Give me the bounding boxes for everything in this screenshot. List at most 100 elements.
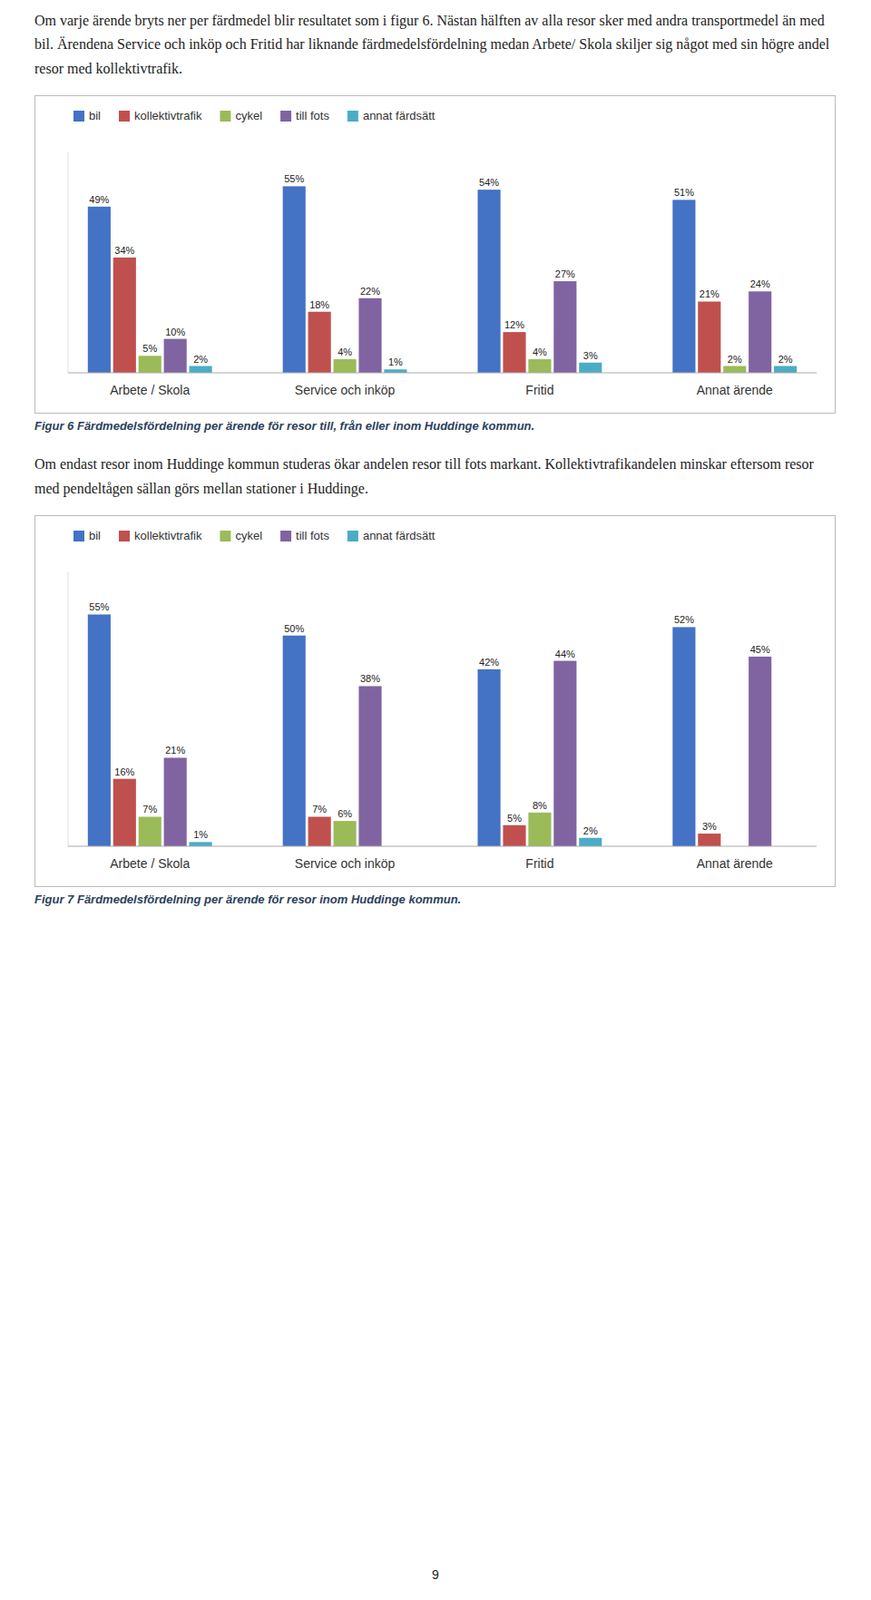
y-axis-line — [68, 572, 69, 847]
legend-label: annat färdsätt — [362, 108, 436, 123]
data-label: 18% — [309, 299, 330, 311]
bar — [88, 614, 111, 847]
data-label: 4% — [337, 346, 353, 358]
legend-swatch — [280, 110, 292, 122]
x-axis-line — [68, 372, 817, 374]
bar — [748, 291, 772, 373]
legend-swatch — [219, 530, 231, 542]
chart-box: bilkollektivtrafikcykeltill fotsannat fä… — [34, 515, 836, 888]
data-label: 16% — [114, 766, 135, 778]
legend-label: bil — [88, 528, 101, 543]
data-label: 10% — [165, 326, 186, 338]
legend-label: till fots — [295, 108, 330, 123]
bars — [88, 186, 797, 374]
x-tick-labels: Arbete / SkolaService och inköpFritidAnn… — [109, 856, 774, 871]
bar — [773, 366, 797, 373]
data-label: 51% — [674, 187, 695, 199]
x-tick-label: Annat ärende — [696, 856, 774, 871]
body-text: Om endast resor inom Huddinge kommun stu… — [34, 452, 836, 501]
data-label: 45% — [750, 644, 771, 656]
data-label: 7% — [142, 803, 157, 815]
bar — [283, 636, 306, 847]
bar — [748, 656, 772, 847]
data-label: 44% — [555, 648, 576, 660]
data-label: 3% — [583, 350, 598, 362]
legend-swatch — [118, 530, 130, 542]
data-label: 21% — [699, 289, 720, 301]
chart-box: bilkollektivtrafikcykeltill fotsannat fä… — [34, 95, 836, 414]
body-text: Om varje ärende bryts ner per färdmedel … — [34, 9, 836, 81]
data-label: 22% — [360, 285, 381, 297]
bar — [528, 359, 551, 373]
legend-swatch — [219, 110, 231, 122]
data-label: 2% — [583, 825, 598, 837]
bar — [189, 841, 213, 847]
data-label: 21% — [165, 744, 186, 756]
data-label: 5% — [142, 342, 157, 354]
data-label: 1% — [388, 356, 403, 368]
x-tick-label: Service och inköp — [294, 382, 396, 398]
bar — [477, 189, 500, 373]
page-number: 9 — [0, 1567, 871, 1583]
legend-swatch — [347, 110, 359, 122]
bar — [283, 186, 306, 374]
data-label: 7% — [312, 803, 327, 815]
data-label: 8% — [532, 800, 548, 812]
data-label: 12% — [504, 319, 525, 331]
bar — [308, 816, 332, 847]
chart: bilkollektivtrafikcykeltill fotsannat fä… — [35, 96, 835, 413]
bar — [189, 366, 213, 373]
data-label: 3% — [702, 821, 717, 832]
bar — [697, 833, 721, 847]
legend: bilkollektivtrafikcykeltill fotsannat fä… — [73, 528, 436, 543]
bar — [113, 257, 137, 373]
bar — [113, 779, 137, 847]
legend-swatch — [347, 530, 359, 542]
data-label: 5% — [507, 812, 522, 824]
data-label: 54% — [479, 176, 500, 188]
legend-swatch — [73, 110, 85, 122]
data-label: 2% — [778, 353, 793, 365]
bar — [333, 359, 357, 373]
caption: Figur 7 Färdmedelsfördelning per ärende … — [34, 892, 836, 907]
legend-label: cykel — [234, 108, 263, 123]
data-label: 52% — [674, 614, 695, 626]
data-labels: 49%55%54%51%34%18%12%21%5%4%4%2%10%22%27… — [88, 174, 793, 369]
bar — [578, 838, 602, 847]
bar — [358, 685, 382, 847]
bar — [553, 281, 577, 373]
page: Om varje ärende bryts ner per färdmedel … — [34, 9, 836, 927]
bars — [88, 614, 772, 847]
x-tick-label: Service och inköp — [294, 856, 396, 871]
legend-label: kollektivtrafik — [134, 528, 203, 543]
bar — [723, 366, 746, 373]
legend-swatch — [73, 530, 85, 542]
data-label: 24% — [750, 278, 771, 290]
data-label: 55% — [283, 174, 304, 186]
bar — [477, 669, 500, 847]
x-tick-label: Arbete / Skola — [109, 856, 190, 871]
x-tick-labels: Arbete / SkolaService och inköpFritidAnn… — [109, 382, 774, 398]
bar — [88, 206, 111, 373]
bar — [528, 812, 551, 847]
x-tick-label: Fritid — [525, 382, 554, 398]
bar — [502, 825, 526, 847]
chart: bilkollektivtrafikcykeltill fotsannat fä… — [35, 516, 835, 887]
bar — [578, 362, 602, 373]
y-axis-line — [68, 152, 69, 373]
data-label: 34% — [114, 244, 135, 256]
data-label: 6% — [337, 808, 353, 820]
bar — [358, 298, 382, 373]
legend-label: till fots — [295, 528, 330, 543]
bar — [672, 200, 695, 374]
legend-swatch — [280, 530, 292, 542]
bar — [553, 661, 577, 847]
data-label: 1% — [193, 829, 208, 841]
data-label: 50% — [283, 623, 304, 635]
bar — [333, 821, 357, 847]
legend-swatch — [118, 110, 130, 122]
data-label: 4% — [532, 346, 548, 358]
bar — [138, 816, 162, 847]
bar — [164, 757, 187, 847]
x-axis-line — [68, 845, 817, 847]
